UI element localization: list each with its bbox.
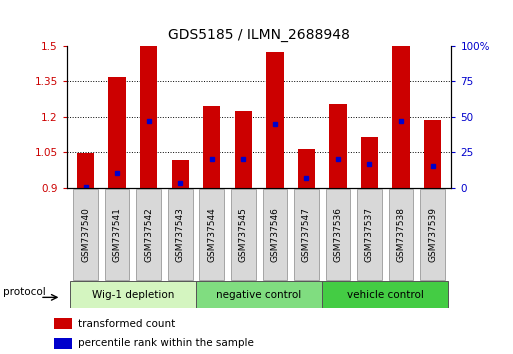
Text: GSM737539: GSM737539 <box>428 207 437 262</box>
FancyBboxPatch shape <box>231 189 255 280</box>
Text: GSM737541: GSM737541 <box>113 207 122 262</box>
Text: percentile rank within the sample: percentile rank within the sample <box>78 338 254 348</box>
Text: GSM737536: GSM737536 <box>333 207 342 262</box>
Text: GSM737537: GSM737537 <box>365 207 374 262</box>
Bar <box>424 120 441 188</box>
FancyBboxPatch shape <box>294 189 319 280</box>
FancyBboxPatch shape <box>263 189 287 280</box>
Bar <box>171 160 189 188</box>
FancyBboxPatch shape <box>70 281 196 308</box>
Text: GSM737546: GSM737546 <box>270 207 280 262</box>
Bar <box>392 46 410 188</box>
Bar <box>266 52 284 188</box>
Bar <box>77 153 94 188</box>
Text: GSM737542: GSM737542 <box>144 207 153 262</box>
Bar <box>54 338 72 348</box>
FancyBboxPatch shape <box>200 189 224 280</box>
FancyBboxPatch shape <box>389 189 413 280</box>
Text: GSM737547: GSM737547 <box>302 207 311 262</box>
Bar <box>234 111 252 188</box>
Bar <box>203 106 221 188</box>
FancyBboxPatch shape <box>322 281 448 308</box>
Text: Wig-1 depletion: Wig-1 depletion <box>92 290 174 300</box>
FancyBboxPatch shape <box>420 189 445 280</box>
Bar <box>108 77 126 188</box>
Bar <box>54 318 72 329</box>
Text: GSM737538: GSM737538 <box>397 207 405 262</box>
Text: transformed count: transformed count <box>78 319 175 329</box>
FancyBboxPatch shape <box>136 189 161 280</box>
FancyBboxPatch shape <box>73 189 98 280</box>
Text: GSM737543: GSM737543 <box>176 207 185 262</box>
Text: GSM737544: GSM737544 <box>207 207 216 262</box>
Text: negative control: negative control <box>216 290 302 300</box>
FancyBboxPatch shape <box>357 189 382 280</box>
FancyBboxPatch shape <box>326 189 350 280</box>
Bar <box>329 104 347 188</box>
Bar <box>298 149 315 188</box>
Text: GSM737545: GSM737545 <box>239 207 248 262</box>
Bar <box>361 137 378 188</box>
FancyBboxPatch shape <box>168 189 192 280</box>
FancyBboxPatch shape <box>105 189 129 280</box>
Text: GSM737540: GSM737540 <box>81 207 90 262</box>
Bar <box>140 46 157 188</box>
FancyBboxPatch shape <box>196 281 322 308</box>
Text: vehicle control: vehicle control <box>347 290 424 300</box>
Title: GDS5185 / ILMN_2688948: GDS5185 / ILMN_2688948 <box>168 28 350 42</box>
Text: protocol: protocol <box>3 287 46 297</box>
